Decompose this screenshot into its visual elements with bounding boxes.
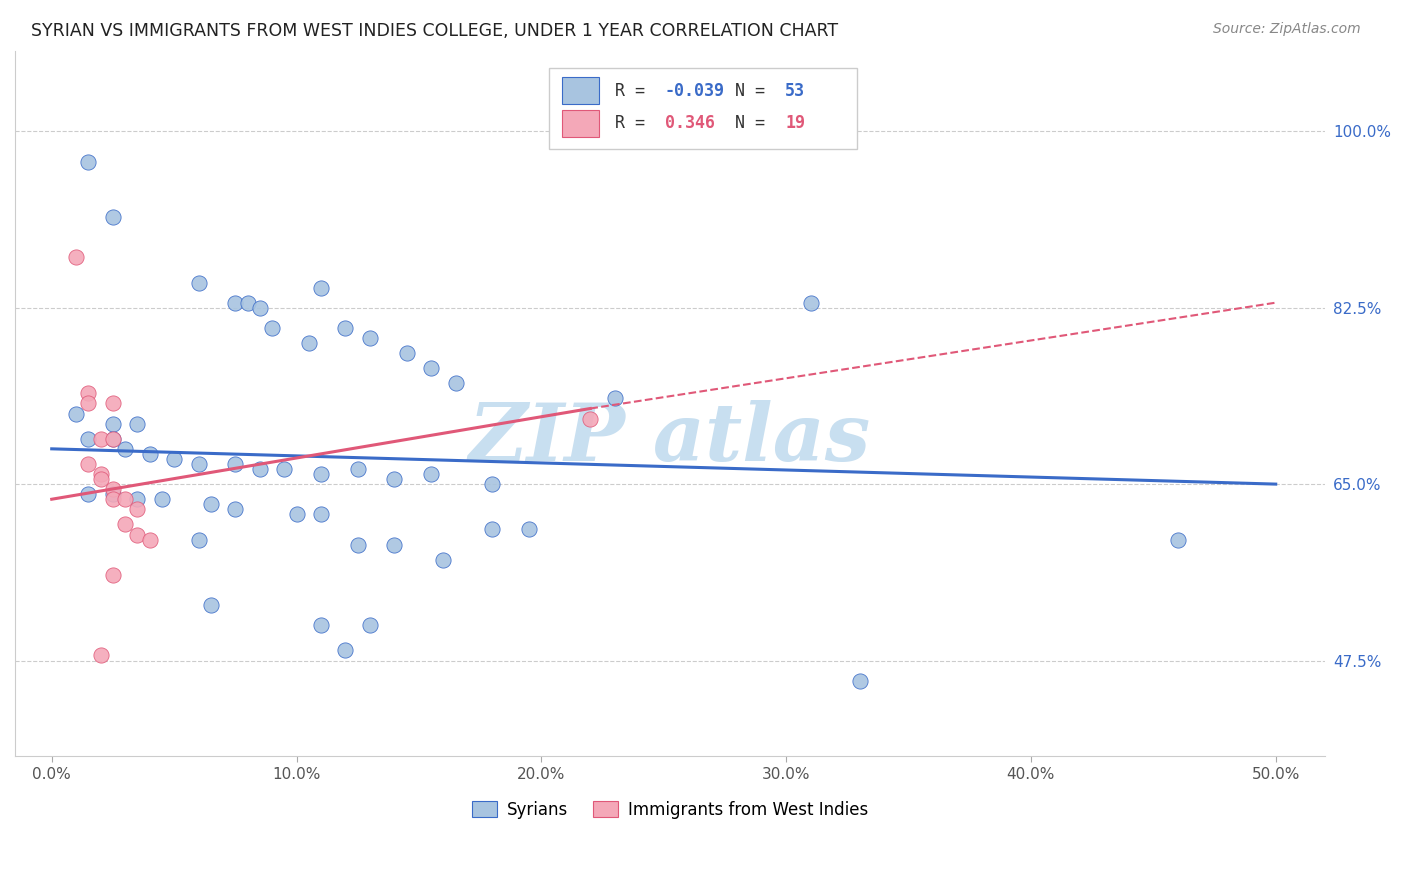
Legend: Syrians, Immigrants from West Indies: Syrians, Immigrants from West Indies	[465, 794, 875, 825]
Point	[335, 643, 357, 657]
Text: N =: N =	[735, 82, 775, 100]
Point	[127, 492, 149, 507]
Point	[101, 482, 124, 496]
Point	[77, 457, 100, 471]
Text: SYRIAN VS IMMIGRANTS FROM WEST INDIES COLLEGE, UNDER 1 YEAR CORRELATION CHART: SYRIAN VS IMMIGRANTS FROM WEST INDIES CO…	[31, 22, 838, 40]
Point	[420, 361, 443, 376]
Point	[101, 567, 124, 582]
Point	[65, 250, 87, 264]
Point	[848, 673, 870, 688]
Point	[359, 331, 381, 345]
Point	[187, 276, 209, 290]
Point	[273, 462, 295, 476]
Point	[90, 467, 112, 481]
Point	[101, 492, 124, 507]
Point	[224, 502, 246, 516]
Point	[384, 472, 406, 486]
FancyBboxPatch shape	[562, 110, 599, 136]
Point	[444, 376, 467, 391]
Text: N =: N =	[735, 114, 775, 132]
Point	[101, 432, 124, 446]
FancyBboxPatch shape	[562, 78, 599, 104]
Point	[101, 417, 124, 431]
Point	[127, 417, 149, 431]
Point	[395, 346, 418, 360]
Point	[309, 280, 332, 294]
Point	[224, 457, 246, 471]
Point	[90, 432, 112, 446]
Point	[200, 497, 222, 511]
Point	[224, 295, 246, 310]
Point	[481, 477, 503, 491]
Point	[114, 442, 136, 456]
Point	[77, 432, 100, 446]
Point	[65, 407, 87, 421]
Point	[249, 462, 271, 476]
FancyBboxPatch shape	[550, 69, 858, 150]
Point	[101, 396, 124, 410]
Point	[384, 538, 406, 552]
Point	[138, 533, 160, 547]
Point	[517, 523, 540, 537]
Point	[127, 527, 149, 541]
Point	[1167, 533, 1189, 547]
Point	[579, 411, 602, 425]
Point	[260, 321, 283, 335]
Text: -0.039: -0.039	[665, 82, 724, 100]
Point	[346, 462, 368, 476]
Point	[298, 336, 321, 351]
Point	[309, 618, 332, 632]
Point	[200, 598, 222, 612]
Point	[359, 618, 381, 632]
Point	[420, 467, 443, 481]
Point	[236, 295, 259, 310]
Point	[77, 386, 100, 401]
Point	[90, 472, 112, 486]
Point	[285, 508, 308, 522]
Point	[800, 295, 823, 310]
Point	[77, 154, 100, 169]
Text: 0.346: 0.346	[665, 114, 714, 132]
Point	[603, 392, 626, 406]
Text: Source: ZipAtlas.com: Source: ZipAtlas.com	[1213, 22, 1361, 37]
Point	[432, 552, 454, 566]
Point	[101, 487, 124, 501]
Point	[481, 523, 503, 537]
Point	[127, 502, 149, 516]
Point	[187, 457, 209, 471]
Point	[77, 487, 100, 501]
Point	[114, 517, 136, 532]
Point	[309, 508, 332, 522]
Point	[114, 492, 136, 507]
Point	[138, 447, 160, 461]
Point	[249, 301, 271, 315]
Point	[187, 533, 209, 547]
Text: R =: R =	[614, 114, 665, 132]
Text: R =: R =	[614, 82, 655, 100]
Text: 53: 53	[785, 82, 806, 100]
Point	[90, 648, 112, 663]
Text: ZIP atlas: ZIP atlas	[468, 400, 870, 477]
Point	[101, 432, 124, 446]
Point	[335, 321, 357, 335]
Point	[309, 467, 332, 481]
Text: 19: 19	[785, 114, 806, 132]
Point	[150, 492, 173, 507]
Point	[163, 451, 186, 466]
Point	[101, 210, 124, 224]
Point	[77, 396, 100, 410]
Point	[346, 538, 368, 552]
